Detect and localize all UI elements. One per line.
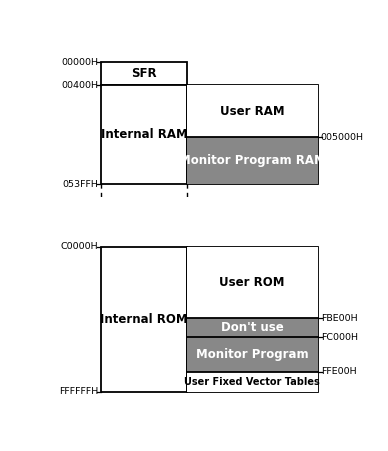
Text: User ROM: User ROM <box>220 276 285 289</box>
Text: 00000H: 00000H <box>61 58 98 67</box>
Bar <box>101 247 187 391</box>
Text: Internal ROM: Internal ROM <box>100 313 188 326</box>
Text: FC000H: FC000H <box>320 333 358 342</box>
Bar <box>187 85 318 184</box>
Bar <box>187 337 318 372</box>
Text: User Fixed Vector Tables: User Fixed Vector Tables <box>184 377 320 387</box>
Bar <box>187 138 318 184</box>
Bar <box>101 85 187 184</box>
Bar <box>187 247 318 318</box>
Text: FFFFFFH: FFFFFFH <box>59 387 98 396</box>
Text: User RAM: User RAM <box>220 105 284 118</box>
Text: Monitor Program RAM: Monitor Program RAM <box>179 154 326 167</box>
Bar <box>101 62 187 85</box>
Bar <box>187 85 318 138</box>
Text: FBE00H: FBE00H <box>320 313 357 322</box>
Text: 053FFH: 053FFH <box>62 180 98 189</box>
Text: Don't use: Don't use <box>221 321 284 334</box>
Text: SFR: SFR <box>131 67 157 80</box>
Bar <box>187 318 318 337</box>
Text: 005000H: 005000H <box>320 133 364 142</box>
Text: Monitor Program: Monitor Program <box>196 348 308 361</box>
Bar <box>187 247 318 391</box>
Text: C0000H: C0000H <box>61 242 98 251</box>
Text: 00400H: 00400H <box>61 81 98 90</box>
Text: FFE00H: FFE00H <box>320 368 356 377</box>
Bar <box>187 372 318 391</box>
Text: Internal RAM: Internal RAM <box>100 129 187 141</box>
